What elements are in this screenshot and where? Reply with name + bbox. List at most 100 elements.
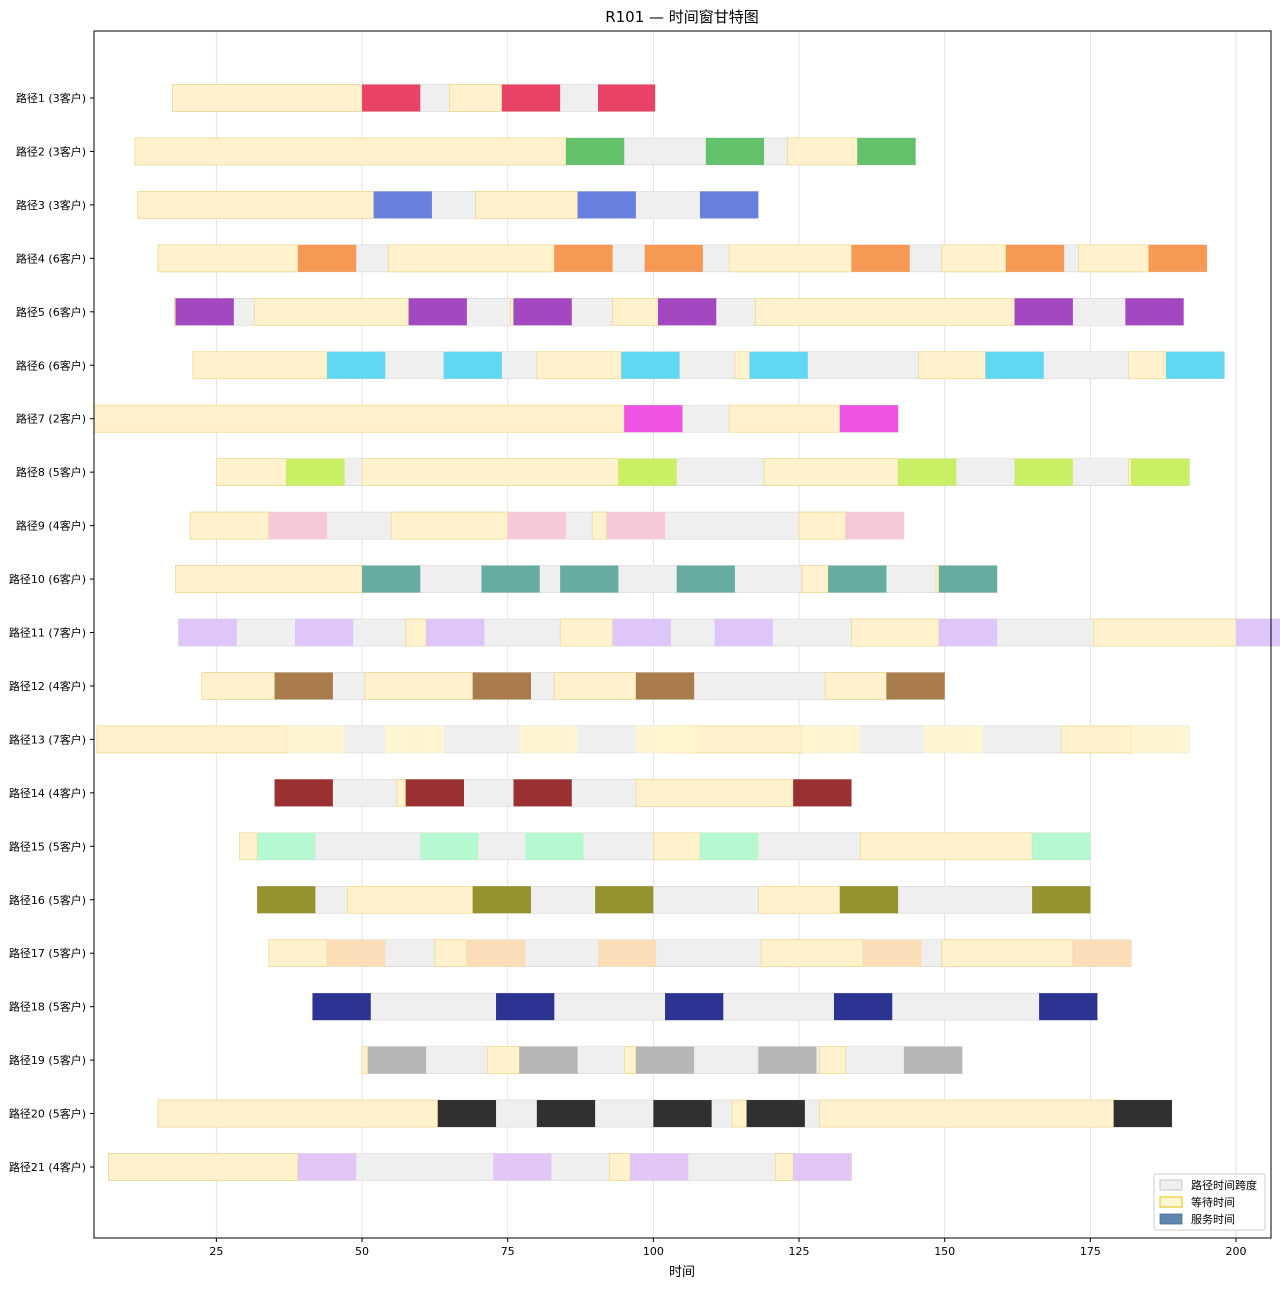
wait-bar (347, 885, 474, 914)
service-bar (863, 939, 922, 967)
wait-bar (475, 191, 578, 219)
route-label: 路径4 (6客户) (16, 251, 86, 265)
wait-bar (96, 725, 287, 754)
wait-bar (536, 351, 622, 380)
wait-bar (731, 1099, 747, 1128)
wait-bar (819, 1099, 1115, 1128)
route-label: 路径7 (2客户) (16, 412, 86, 426)
wait-bar (609, 1153, 631, 1181)
wait-bar (775, 1153, 794, 1181)
wait-bar (941, 939, 1074, 968)
service-bar (886, 672, 945, 700)
service-bar (519, 1046, 578, 1074)
service-bar (624, 405, 683, 433)
route-bars (93, 84, 1280, 1181)
service-bar (286, 458, 345, 486)
service-bar (405, 779, 464, 807)
service-bar (496, 993, 555, 1021)
service-bar (985, 351, 1044, 379)
wait-bar (268, 939, 328, 968)
route-row (174, 297, 1184, 326)
wait-bar (728, 404, 841, 433)
route-label: 路径3 (3客户) (16, 198, 86, 212)
service-bar (635, 725, 695, 753)
service-bar (1236, 619, 1280, 646)
service-bar (665, 993, 724, 1021)
service-bar (257, 832, 316, 860)
legend-label-wait: 等待时间 (1191, 1195, 1235, 1209)
legend-swatch-wait (1159, 1196, 1183, 1208)
route-row (134, 137, 916, 166)
plot-frame (93, 30, 1272, 1239)
service-bar (938, 619, 998, 646)
service-bar (793, 1153, 852, 1181)
service-bar (525, 832, 584, 860)
wait-bar (851, 618, 940, 647)
route-row (172, 84, 656, 112)
wait-bar (137, 191, 375, 219)
route-row (312, 992, 1098, 1021)
wait-bar (396, 778, 407, 807)
service-bar (833, 993, 893, 1021)
service-bar (257, 886, 316, 914)
wait-bar (1092, 618, 1237, 647)
wait-bar (653, 832, 701, 861)
x-tick-label: 75 (501, 1245, 515, 1258)
route-label: 路径19 (5客户) (9, 1053, 86, 1067)
x-tick-label: 100 (643, 1245, 664, 1258)
service-bar (851, 244, 910, 272)
service-bar (839, 886, 899, 914)
wait-bar (728, 244, 852, 273)
service-bar (560, 565, 619, 593)
wait-bar (1060, 725, 1132, 754)
service-bar (385, 725, 444, 753)
wait-bar (918, 351, 986, 380)
service-bar (635, 672, 695, 700)
wait-bar (635, 778, 794, 807)
service-bar (595, 886, 654, 914)
service-bar (1072, 939, 1132, 967)
service-bar (598, 939, 657, 967)
service-bar (845, 512, 904, 540)
wait-bar (1078, 244, 1149, 273)
service-bar (408, 298, 467, 326)
legend-label-service: 服务时间 (1191, 1213, 1235, 1226)
service-bar (828, 565, 887, 593)
service-bar (466, 939, 526, 967)
route-row (137, 191, 759, 219)
route-label: 路径18 (5客户) (9, 1000, 86, 1014)
x-tick-label: 50 (355, 1245, 369, 1258)
service-bar (327, 939, 386, 967)
wait-bar (449, 84, 503, 112)
service-bar (437, 1100, 497, 1128)
route-label: 路径2 (3客户) (16, 144, 86, 158)
service-bar (472, 886, 532, 914)
service-bar (714, 619, 773, 646)
legend: 路径时间跨度 等待时间 服务时间 (1153, 1173, 1266, 1231)
service-bar (274, 779, 333, 807)
service-bar (598, 84, 656, 112)
wait-bar (201, 672, 275, 700)
route-row (157, 1099, 1173, 1128)
route-label: 路径14 (4客户) (9, 786, 86, 800)
service-bar (420, 832, 479, 860)
route-row (201, 672, 946, 700)
route-row (216, 458, 1190, 486)
legend-swatch-span (1159, 1179, 1183, 1191)
route-row (157, 244, 1208, 273)
service-bar (443, 351, 502, 379)
service-bar (839, 405, 899, 433)
service-bar (426, 619, 485, 646)
wait-bar (172, 84, 363, 112)
service-bar (749, 351, 808, 379)
y-axis: 路径1 (3客户) 路径2 (3客户) 路径3 (3客户) 路径4 (6客户) 路径5 … (9, 91, 94, 1174)
route-label: 路径16 (5客户) (9, 893, 86, 907)
service-bar (903, 1046, 963, 1074)
service-bar (699, 832, 759, 860)
wait-bar (1127, 458, 1132, 486)
route-label: 路径10 (6客户) (9, 572, 86, 586)
service-bar (621, 351, 680, 379)
service-bar (793, 779, 852, 807)
wait-bar (824, 672, 887, 700)
route-row (361, 1046, 963, 1074)
